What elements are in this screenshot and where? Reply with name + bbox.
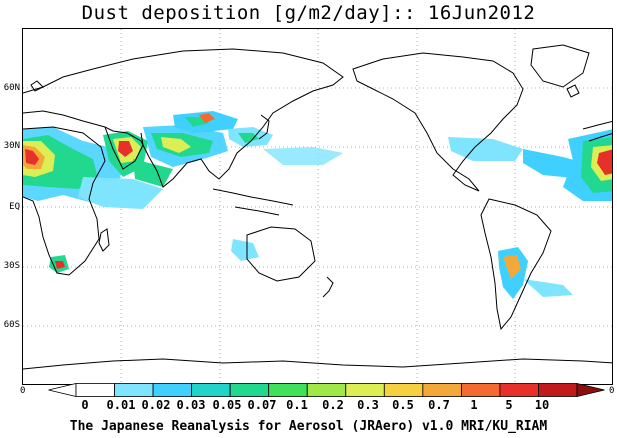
colorbar-tick: 10 xyxy=(534,398,550,412)
colorbar-swatch xyxy=(460,383,501,397)
colorbar-tick: 0.03 xyxy=(176,398,206,412)
colorbar-tick: 0.1 xyxy=(286,398,308,412)
lat-label-30n: 30N xyxy=(3,141,20,151)
colorbar-swatch xyxy=(422,383,462,397)
colorbar-swatch xyxy=(114,383,154,397)
colorbar-edge-right: 0 xyxy=(609,386,615,396)
colorbar-swatch xyxy=(538,383,578,397)
colorbar-tick: 0.02 xyxy=(141,398,171,412)
colorbar-tick: 5 xyxy=(505,398,513,412)
lat-label-60n: 60N xyxy=(3,83,20,93)
colorbar-tick: 0.7 xyxy=(428,398,450,412)
coastlines xyxy=(23,44,612,370)
colorbar-swatch xyxy=(229,383,270,397)
colorbar-tick: 0.05 xyxy=(212,398,242,412)
colorbar-tick: 0.07 xyxy=(247,398,277,412)
colorbar xyxy=(48,383,605,397)
colorbar-tick: 0.5 xyxy=(392,398,414,412)
colorbar-tick: 0.01 xyxy=(106,398,136,412)
colorbar-swatch xyxy=(499,383,539,397)
colorbar-swatch xyxy=(191,383,231,397)
colorbar-right-triangle xyxy=(576,383,605,397)
colorbar-tick: 0.2 xyxy=(322,398,344,412)
lat-label-60s: 60S xyxy=(3,320,20,330)
data-credit: The Japanese Reanalysis for Aerosol (JRA… xyxy=(69,419,548,434)
colorbar-swatch xyxy=(75,383,115,397)
colorbar-tick: 0.3 xyxy=(357,398,379,412)
colorbar-swatch xyxy=(383,383,424,397)
colorbar-swatch xyxy=(268,383,308,397)
chart-title: Dust deposition [g/m2/day]:: 16Jun2012 xyxy=(81,2,536,24)
world-map xyxy=(22,28,613,385)
colorbar-edge-left: 0 xyxy=(20,386,26,396)
lat-label-30s: 30S xyxy=(3,261,20,271)
dust-field xyxy=(23,111,612,299)
colorbar-tick: 1 xyxy=(470,398,478,412)
colorbar-left-triangle xyxy=(48,383,77,397)
colorbar-swatch xyxy=(152,383,193,397)
colorbar-tick-labels: 0 0.01 0.02 0.03 0.05 0.07 0.1 0.2 0.3 0… xyxy=(0,398,617,412)
map-canvas xyxy=(23,29,612,384)
colorbar-tick: 0 xyxy=(81,398,89,412)
lat-label-eq: EQ xyxy=(9,202,20,212)
colorbar-swatch xyxy=(345,383,385,397)
colorbar-swatch xyxy=(306,383,347,397)
